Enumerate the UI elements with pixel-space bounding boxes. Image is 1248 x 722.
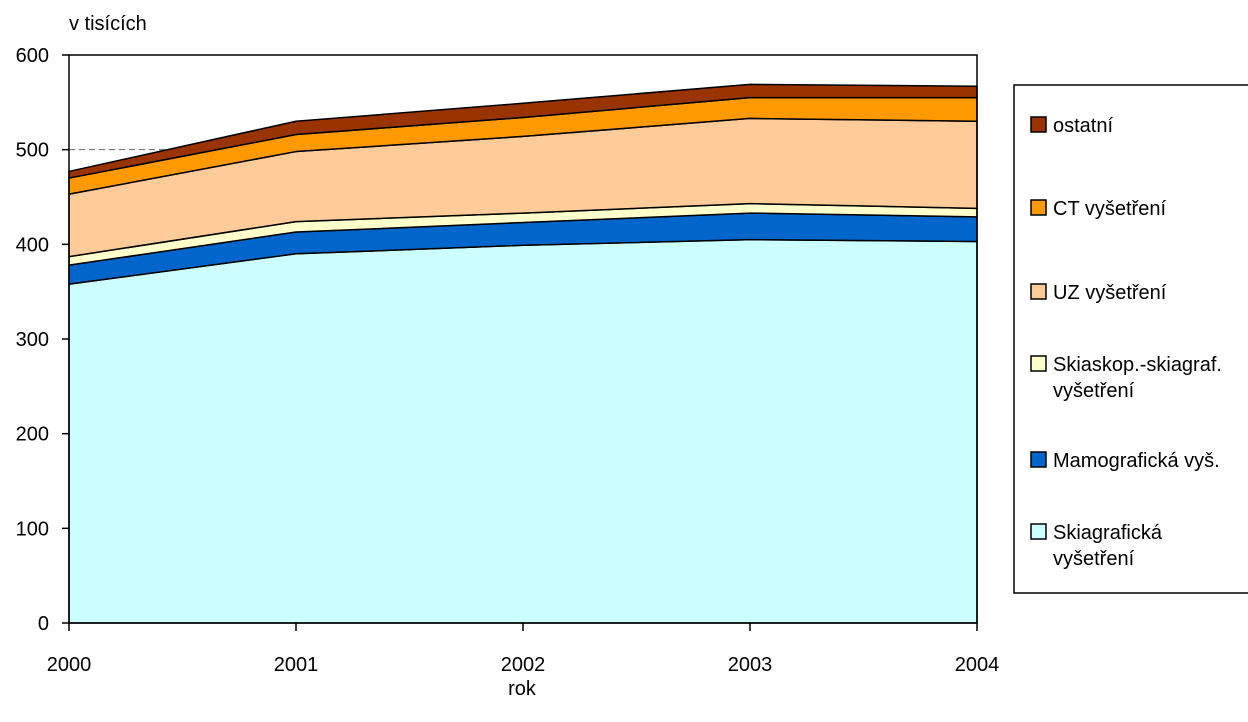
- legend-item-4-swatch: [1030, 355, 1047, 372]
- y-tick-label-400: 400: [16, 234, 49, 256]
- legend-box: [1013, 84, 1248, 594]
- y-tick-label-200: 200: [16, 424, 49, 446]
- x-tick-label-2001: 2001: [274, 654, 319, 676]
- x-tick-label-2004: 2004: [955, 654, 1000, 676]
- x-tick-label-2003: 2003: [728, 654, 773, 676]
- legend-item-3-swatch: [1030, 283, 1047, 300]
- legend: ostatní CT vyšetření UZ vyšetření Skiaskop.…: [1013, 84, 1248, 594]
- x-tick-label-2002: 2002: [501, 654, 546, 676]
- legend-item-4-label: Skiaskop.-skiagraf.: [1053, 354, 1222, 376]
- x-tick-label-2000: 2000: [47, 654, 92, 676]
- legend-item-1-label: ostatní: [1053, 115, 1113, 137]
- area-series-group: [68, 83, 978, 624]
- area-series-1: [68, 238, 978, 624]
- legend-item-2-swatch: [1030, 199, 1047, 216]
- y-tick-label-500: 500: [16, 140, 49, 162]
- y-tick-label-600: 600: [16, 45, 49, 67]
- x-axis: 2000 2001 2002 2003 2004: [47, 623, 1000, 676]
- y-tick-label-100: 100: [16, 518, 49, 540]
- legend-item-3-label: UZ vyšetření: [1053, 282, 1167, 304]
- legend-item-5-swatch: [1030, 451, 1047, 468]
- legend-item-6-swatch: [1030, 523, 1047, 540]
- legend-item-5-label: Mamografická vyš.: [1053, 450, 1220, 472]
- y-tick-label-0: 0: [38, 613, 49, 635]
- y-axis-title: v tisících: [69, 13, 147, 35]
- plot-frame: [68, 54, 978, 624]
- y-tick-label-300: 300: [16, 329, 49, 351]
- x-axis-title: rok: [508, 678, 537, 700]
- legend-item-2-label: CT vyšetření: [1053, 198, 1166, 220]
- legend-item-1-swatch: [1030, 116, 1047, 133]
- legend-item-4-label: vyšetření: [1053, 380, 1135, 402]
- y-axis: 0 100 200 300 400 500 600: [16, 45, 69, 635]
- legend-item-6-label: vyšetření: [1053, 548, 1135, 570]
- legend-item-6-label: Skiagrafická: [1053, 522, 1163, 544]
